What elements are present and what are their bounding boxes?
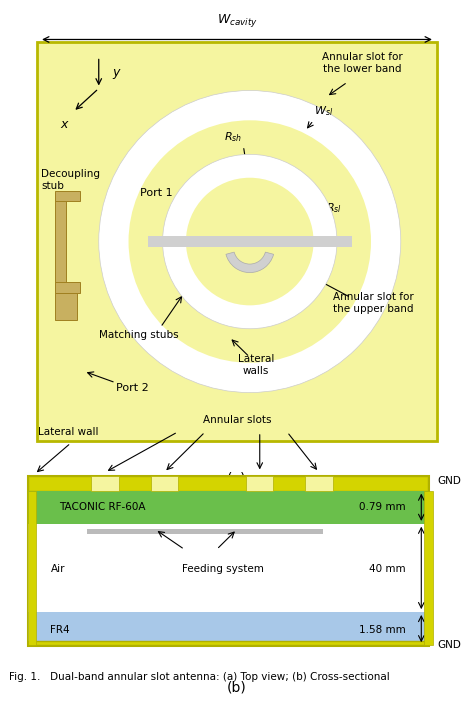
Text: Feeding system: Feeding system: [182, 564, 264, 574]
Circle shape: [99, 91, 401, 392]
Text: GND: GND: [437, 640, 461, 650]
Bar: [55, 293, 77, 320]
Circle shape: [163, 154, 337, 329]
Text: GND: GND: [437, 476, 461, 486]
Text: $W_{sh}$: $W_{sh}$: [280, 167, 301, 180]
Bar: [55, 283, 80, 293]
Text: Fig. 1.   Dual-band annular slot antenna: (a) Top view; (b) Cross-sectional: Fig. 1. Dual-band annular slot antenna: …: [9, 672, 390, 682]
Text: Decoupling
stub: Decoupling stub: [41, 169, 100, 190]
Text: 0.79 mm: 0.79 mm: [359, 503, 405, 512]
Text: Lateral wall: Lateral wall: [38, 428, 99, 438]
Bar: [305, 476, 333, 491]
Text: $R_{sl}$: $R_{sl}$: [326, 201, 342, 216]
Text: 1.58 mm: 1.58 mm: [359, 624, 405, 634]
Bar: [148, 236, 352, 247]
Bar: [55, 191, 80, 201]
Bar: [27, 476, 428, 491]
Bar: [27, 640, 428, 645]
Bar: [27, 491, 428, 523]
Circle shape: [128, 120, 371, 363]
Bar: [151, 476, 178, 491]
Bar: [27, 491, 36, 645]
Text: $R_{sh}$: $R_{sh}$: [224, 130, 242, 143]
Text: $x$: $x$: [60, 118, 70, 131]
Text: 40 mm: 40 mm: [369, 564, 405, 574]
Bar: [425, 491, 433, 645]
Text: TACONIC RF-60A: TACONIC RF-60A: [60, 503, 146, 512]
Bar: [27, 523, 428, 612]
Text: Matching stubs: Matching stubs: [100, 330, 179, 340]
Text: Port 1: Port 1: [140, 187, 173, 198]
Bar: [27, 476, 428, 645]
Text: Annular slots: Annular slots: [203, 415, 271, 425]
Text: $W_{sl}$: $W_{sl}$: [314, 105, 333, 118]
Text: (b): (b): [227, 680, 247, 694]
Bar: [55, 193, 66, 291]
Text: (a): (a): [227, 472, 247, 485]
Text: Annular slot for
the upper band: Annular slot for the upper band: [333, 293, 413, 314]
Bar: [87, 528, 323, 534]
Text: Annular slot for
the lower band: Annular slot for the lower band: [322, 52, 403, 74]
Circle shape: [186, 177, 314, 306]
Text: Port 2: Port 2: [116, 384, 148, 393]
Text: $W_{cavity}$: $W_{cavity}$: [217, 12, 257, 29]
Text: $y$: $y$: [111, 66, 121, 81]
Circle shape: [214, 205, 286, 278]
Text: FR4: FR4: [50, 624, 70, 634]
Bar: [91, 476, 118, 491]
Text: Air: Air: [50, 564, 65, 574]
Wedge shape: [226, 252, 273, 273]
Text: Lateral
walls: Lateral walls: [238, 354, 274, 376]
Bar: [27, 612, 428, 645]
Bar: [246, 476, 273, 491]
